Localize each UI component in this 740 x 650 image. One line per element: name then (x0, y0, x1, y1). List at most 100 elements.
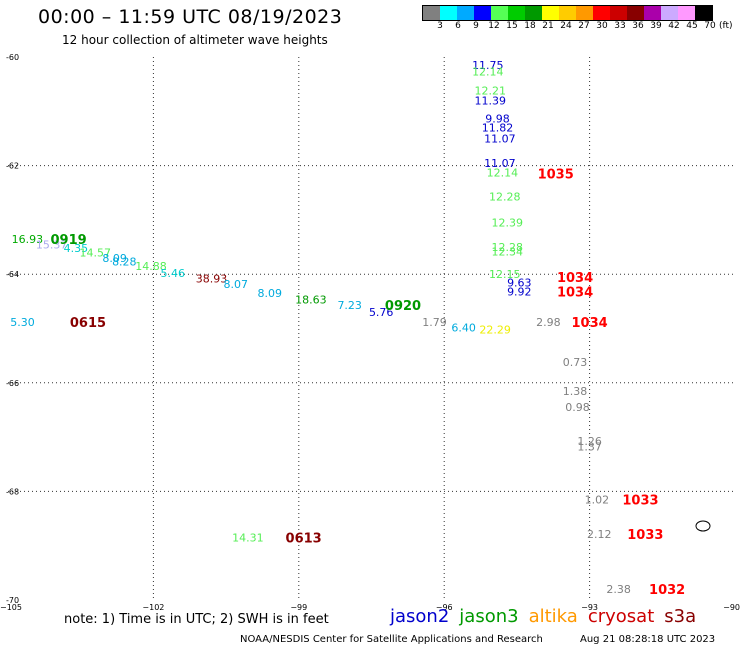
pass-time-label: 1033 (622, 494, 658, 509)
satellite-label: jason2 (390, 606, 450, 627)
legend-swatch (627, 6, 644, 20)
wave-height-label: 14.88 (135, 260, 167, 273)
wave-height-label: 1.38 (563, 385, 588, 398)
credit-text: NOAA/NESDIS Center for Satellite Applica… (240, 634, 543, 645)
y-tick-label: -62 (6, 162, 19, 171)
y-tick-label: -66 (6, 379, 19, 388)
legend-swatch (661, 6, 678, 20)
wave-height-label: 16.93 (12, 233, 44, 246)
wave-height-label: 5.30 (10, 316, 35, 329)
wave-height-label: 11.39 (474, 94, 506, 107)
pass-time-label: 1032 (649, 583, 685, 598)
footer-note: note: 1) Time is in UTC; 2) SWH is in fe… (64, 612, 329, 627)
legend-swatch (593, 6, 610, 20)
legend-tick-label: 24 (560, 21, 572, 31)
pass-time-label: 1034 (557, 286, 593, 301)
y-tick-label: -60 (6, 53, 19, 62)
legend-swatch (457, 6, 474, 20)
legend-tick-label: 9 (473, 21, 479, 31)
x-tick-label: −105 (0, 603, 22, 612)
wave-height-label: 12.39 (491, 217, 523, 230)
wave-height-label: 8.09 (102, 252, 127, 265)
color-scale-legend (422, 5, 713, 21)
legend-tick-label: 36 (632, 21, 644, 31)
legend-tick-label: 6 (455, 21, 461, 31)
wave-height-label: 0.98 (565, 401, 590, 414)
legend-swatch (474, 6, 491, 20)
pass-time-label: 1034 (557, 271, 593, 286)
x-tick-label: −102 (142, 603, 164, 612)
legend-swatch (559, 6, 576, 20)
legend-swatch (610, 6, 627, 20)
legend-tick-label: 33 (614, 21, 626, 31)
legend-tick-label: 27 (578, 21, 590, 31)
satellite-label: jason3 (459, 606, 519, 627)
wave-height-label: 12.28 (489, 191, 521, 204)
wave-height-label: 14.31 (232, 532, 264, 545)
legend-tick-label: 12 (488, 21, 500, 31)
x-tick-label: −96 (436, 603, 453, 612)
legend-swatch (508, 6, 525, 20)
legend-swatch (423, 6, 440, 20)
pass-time-label: 0615 (70, 316, 106, 331)
wave-height-label: 8.09 (257, 287, 282, 300)
satellite-label: cryosat (587, 606, 655, 627)
wave-height-label: 15.37 (36, 238, 68, 251)
wave-height-label: 11.75 (472, 59, 504, 72)
wave-height-label: 8.07 (224, 278, 249, 291)
wave-height-label: 1.26 (577, 435, 602, 448)
wave-height-label: 1.79 (422, 316, 447, 329)
legend-swatch (440, 6, 457, 20)
pass-time-label: 0613 (286, 532, 322, 547)
color-scale-unit: (ft) (719, 21, 733, 31)
wave-height-label: 12.34 (491, 245, 523, 258)
wave-height-label: 9.63 (507, 276, 532, 289)
wave-height-label: 9.92 (507, 286, 532, 299)
island-outline (695, 520, 711, 532)
color-scale-ticks: 3 6 9 12 15 18 21 24 27 30 33 36 39 42 45 70 (422, 21, 722, 35)
wave-height-label: 5.76 (369, 306, 394, 319)
legend-swatch (525, 6, 542, 20)
pass-time-label: 0919 (50, 233, 86, 248)
wave-height-label: 11.07 (484, 157, 516, 170)
wave-height-label: 18.63 (295, 294, 327, 307)
legend-tick-label: 21 (542, 21, 554, 31)
pass-time-label: 1034 (572, 316, 608, 331)
wave-height-label: 6.40 (451, 321, 476, 334)
wave-height-label: 5.46 (161, 267, 186, 280)
legend-swatch (576, 6, 593, 20)
wave-height-label: 7.23 (337, 299, 362, 312)
wave-height-label: 12.15 (489, 268, 521, 281)
wave-height-label: 22.29 (479, 324, 511, 337)
satellite-legend: jason2 jason3 altika cryosat s3a (390, 606, 706, 627)
x-tick-label: −99 (290, 603, 307, 612)
wave-height-label: 1.37 (577, 440, 602, 453)
wave-height-label: 12.21 (474, 85, 506, 98)
wave-height-label: 4.35 (64, 242, 89, 255)
wave-height-label: 9.98 (485, 112, 510, 125)
legend-tick-label: 15 (506, 21, 518, 31)
x-tick-label: −93 (581, 603, 598, 612)
legend-tick-label: 39 (650, 21, 662, 31)
generated-timestamp: Aug 21 08:28:18 UTC 2023 (580, 634, 716, 645)
legend-swatch (678, 6, 695, 20)
pass-time-label: 1035 (538, 168, 574, 183)
wave-height-label: 12.14 (472, 66, 504, 79)
satellite-label: altika (528, 606, 578, 627)
legend-tick-label: 70 (704, 21, 716, 31)
chart-subtitle: 12 hour collection of altimeter wave hei… (62, 33, 328, 47)
pass-time-label: 0920 (385, 299, 421, 314)
legend-tick-label: 18 (524, 21, 536, 31)
legend-swatch (542, 6, 559, 20)
y-tick-label: -70 (6, 596, 19, 605)
pass-time-label: 1033 (627, 528, 663, 543)
wave-height-label: 8.28 (112, 256, 137, 269)
wave-height-label: 2.38 (606, 583, 631, 596)
wave-height-label: 38.93 (196, 273, 228, 286)
legend-swatch (644, 6, 661, 20)
wave-height-label: 14.57 (79, 246, 111, 259)
legend-tick-label: 3 (437, 21, 443, 31)
chart-title: 00:00 – 11:59 UTC 08/19/2023 (38, 6, 343, 28)
